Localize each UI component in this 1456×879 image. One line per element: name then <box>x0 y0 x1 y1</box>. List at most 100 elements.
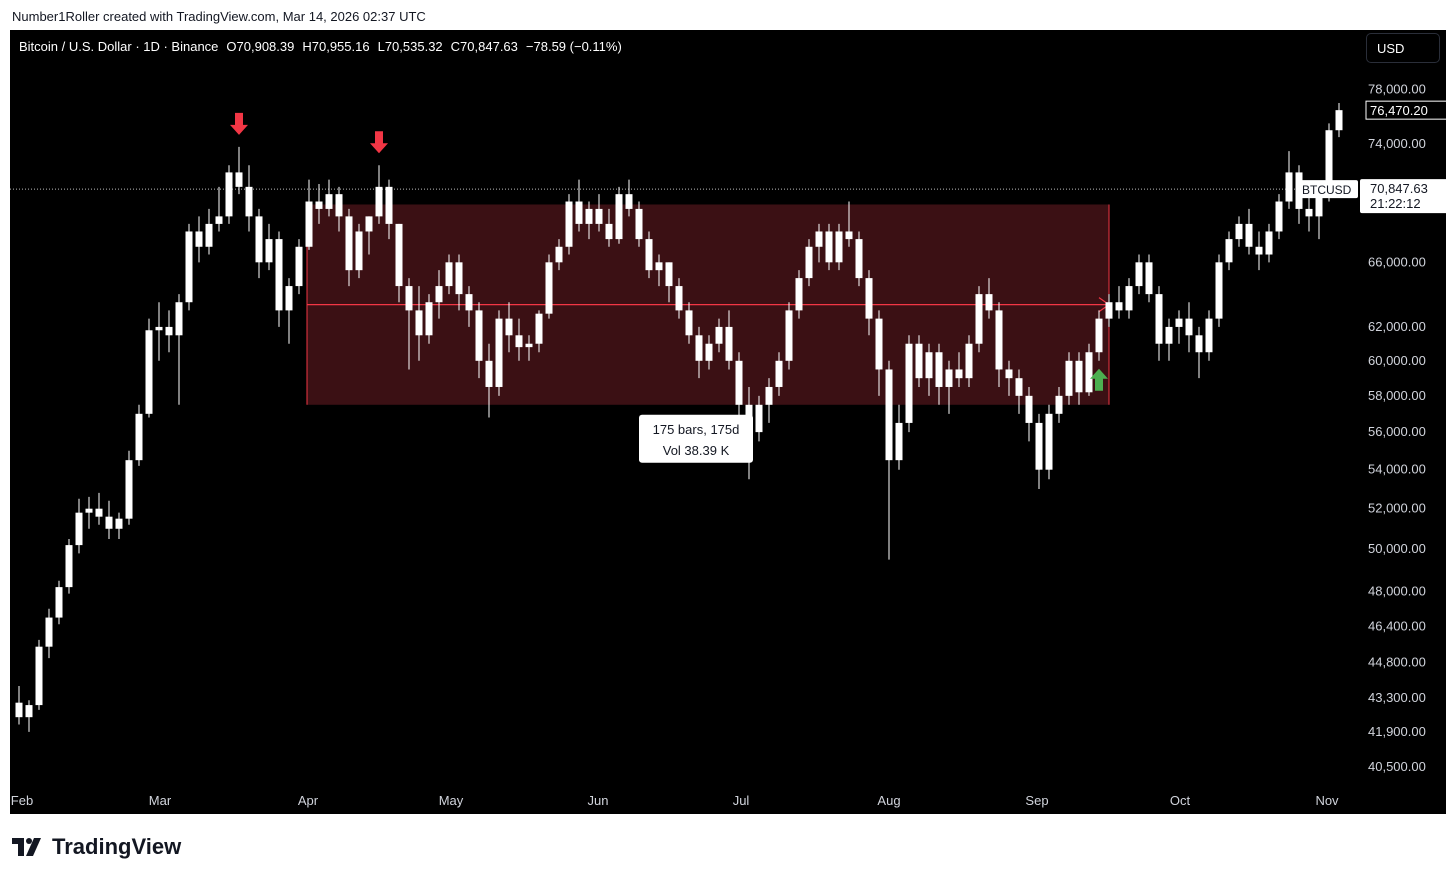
candle-body <box>95 508 103 517</box>
candle-body <box>1025 395 1033 423</box>
symbol-tag: BTCUSD <box>1302 183 1352 197</box>
current-price-label: 70,847.63 <box>1370 181 1428 196</box>
candle-body <box>235 172 243 187</box>
candle-body <box>995 310 1003 370</box>
candle-body <box>1115 302 1123 311</box>
candle-body <box>1005 369 1013 379</box>
legend-high: H70,955.16 <box>302 39 370 54</box>
candle-body <box>975 294 983 344</box>
candle-body <box>875 318 883 370</box>
time-axis-label: Aug <box>877 793 900 808</box>
candle-body <box>335 194 343 217</box>
price-tick-label: 58,000.00 <box>1368 388 1426 403</box>
candle-body <box>365 216 373 232</box>
candle-body <box>1225 239 1233 263</box>
price-tick-label: 43,300.00 <box>1368 690 1426 705</box>
candle-body <box>385 186 393 224</box>
candle-body <box>675 286 683 311</box>
candle-body <box>55 587 63 618</box>
currency-button[interactable]: USD <box>1366 33 1440 63</box>
candle-body <box>985 294 993 311</box>
candle-body <box>475 310 483 361</box>
candle-body <box>375 186 383 217</box>
branding-text: TradingView <box>52 834 182 859</box>
high-price-box <box>1365 100 1446 120</box>
current-price-timer: 21:22:12 <box>1370 196 1421 211</box>
candle-body <box>1305 208 1313 217</box>
candle-body <box>915 343 923 379</box>
candle-body <box>1095 318 1103 353</box>
price-tick-label: 74,000.00 <box>1368 136 1426 151</box>
candle-body <box>15 702 23 718</box>
candle-body <box>195 231 203 247</box>
candle-body <box>955 369 963 379</box>
sell-signal-arrow-1 <box>230 112 248 135</box>
candle-body <box>1015 378 1023 396</box>
candle-body <box>1315 194 1323 217</box>
candle-body <box>855 239 863 279</box>
candle-body <box>585 208 593 224</box>
candle-body <box>845 231 853 240</box>
candle-body <box>1245 223 1253 247</box>
candle-body <box>285 286 293 311</box>
sell-signal-arrow-2 <box>370 131 388 154</box>
candle-body <box>165 326 173 336</box>
candle-body <box>1075 360 1083 393</box>
chart-area[interactable]: 78,000.00 74,000.00 66,000.00 62,000.00 60,0… <box>10 30 1446 814</box>
candle-body <box>695 335 703 361</box>
candle-body <box>635 208 643 240</box>
candle-body <box>885 369 893 461</box>
candle-body <box>725 326 733 361</box>
candle-body <box>1235 223 1243 240</box>
candle-body <box>965 343 973 379</box>
price-tick-label: 78,000.00 <box>1368 82 1426 97</box>
candle-body <box>805 246 813 279</box>
time-axis-label: Apr <box>298 793 319 808</box>
candle-body <box>795 278 803 311</box>
time-axis-label: Mar <box>149 793 172 808</box>
candle-body <box>155 326 163 331</box>
candle-body <box>665 262 673 287</box>
candle-body <box>505 318 513 336</box>
candle-body <box>645 239 653 271</box>
candle-body <box>775 360 783 387</box>
candle-body <box>1055 395 1063 414</box>
candle-body <box>1155 294 1163 344</box>
candle-body <box>1045 413 1053 470</box>
candle-body <box>1255 246 1263 255</box>
candle-body <box>625 194 633 209</box>
candle-body <box>905 343 913 423</box>
measure-volume-label: Vol 38.39 K <box>663 443 730 458</box>
candle-body <box>25 705 33 718</box>
candle-body <box>555 246 563 263</box>
candle-body <box>305 201 313 247</box>
candle-body <box>1135 262 1143 287</box>
candlestick-chart[interactable]: 78,000.00 74,000.00 66,000.00 62,000.00 60,0… <box>10 30 1446 814</box>
candle-body <box>435 286 443 303</box>
candle-body <box>465 294 473 311</box>
candle-body <box>425 302 433 336</box>
time-axis-label: Jun <box>588 793 609 808</box>
price-tick-label: 66,000.00 <box>1368 254 1426 269</box>
candle-body <box>595 208 603 224</box>
candle-body <box>355 231 363 271</box>
candle-body <box>1035 422 1043 470</box>
candle-body <box>1085 352 1093 393</box>
candle-body <box>345 216 353 271</box>
candle-body <box>755 404 763 433</box>
price-tick-label: 50,000.00 <box>1368 541 1426 556</box>
candle-body <box>1195 335 1203 353</box>
candle-body <box>715 326 723 344</box>
legend-close: C70,847.63 <box>450 39 518 54</box>
time-axis-label: May <box>439 793 464 808</box>
candle-body <box>1335 110 1343 131</box>
legend-change: −78.59 (−0.11%) <box>525 39 622 54</box>
time-axis-label: Nov <box>1315 793 1339 808</box>
candle-body <box>865 278 873 319</box>
candle-body <box>655 262 663 271</box>
candle-body <box>615 194 623 240</box>
candle-body <box>405 286 413 311</box>
price-tick-label: 41,900.00 <box>1368 724 1426 739</box>
candle-body <box>135 413 143 461</box>
candle-body <box>1325 130 1333 195</box>
